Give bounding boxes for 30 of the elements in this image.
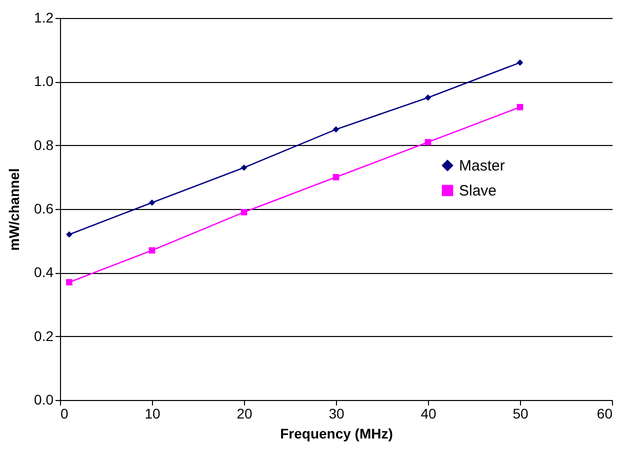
- point: [148, 199, 156, 206]
- x-tick-label: 20: [236, 406, 252, 422]
- y-tick-label: 0.6: [34, 200, 54, 216]
- x-tick-label: 0: [60, 406, 68, 422]
- y-tick-label: 0.0: [34, 392, 54, 408]
- point: [332, 174, 340, 180]
- point: [516, 59, 524, 66]
- point: [66, 279, 72, 286]
- x-tick-label: 50: [512, 406, 528, 422]
- legend-label: Master: [459, 158, 505, 174]
- point: [424, 138, 432, 146]
- x-tick-label: 40: [420, 406, 436, 422]
- y-tick-label: 0.4: [34, 264, 54, 280]
- point: [148, 247, 156, 254]
- point: [332, 126, 340, 133]
- x-tick-label: 30: [328, 406, 344, 422]
- point: [240, 164, 248, 171]
- point: [66, 231, 72, 238]
- point: [240, 209, 248, 216]
- y-tick-label: 0.2: [34, 328, 54, 344]
- point: [424, 94, 432, 101]
- y-tick-label: 1.2: [34, 10, 54, 26]
- y-tick-label: 0.8: [34, 136, 54, 153]
- y-axis-title: mW/channel: [6, 168, 22, 251]
- x-axis-title: Frequency (MHz): [280, 426, 393, 442]
- x-tick-label: 10: [144, 406, 160, 422]
- legend-label: Slave: [459, 182, 497, 200]
- y-tick-label: 1.0: [34, 73, 54, 90]
- x-tick-label: 60: [596, 406, 613, 422]
- point: [516, 104, 524, 110]
